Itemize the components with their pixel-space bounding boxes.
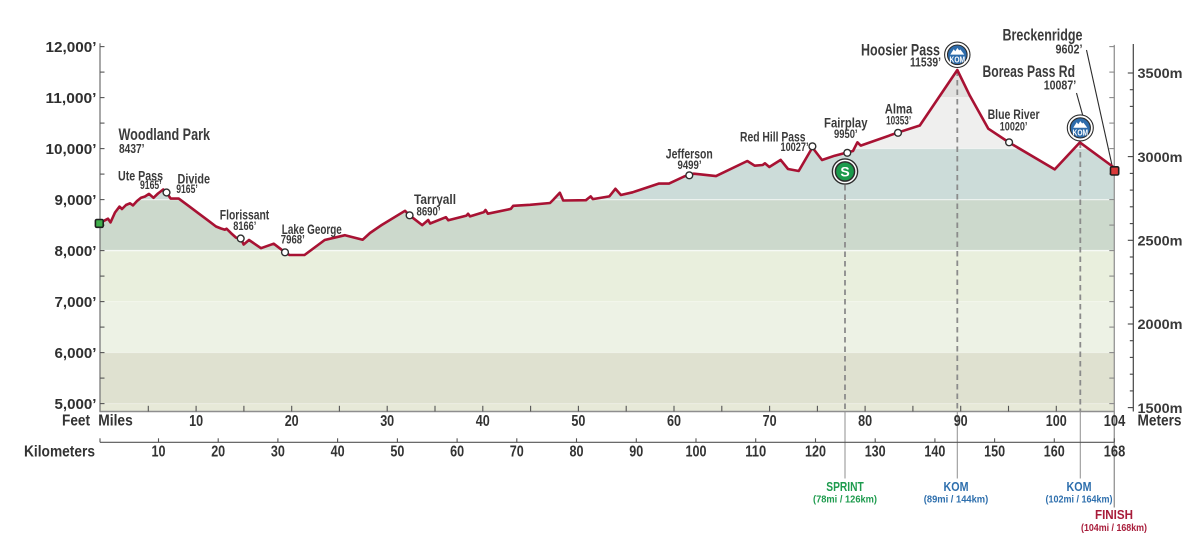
svg-text:168: 168: [1104, 444, 1126, 461]
svg-text:9165’: 9165’: [176, 184, 198, 196]
svg-text:90: 90: [954, 413, 968, 430]
svg-text:120: 120: [805, 444, 826, 461]
svg-text:7,000’: 7,000’: [55, 294, 97, 311]
svg-text:(102mi / 164km): (102mi / 164km): [1046, 495, 1113, 506]
svg-text:100: 100: [686, 444, 707, 461]
svg-text:Divide: Divide: [178, 172, 211, 187]
svg-text:70: 70: [510, 444, 524, 461]
svg-text:11,000’: 11,000’: [46, 90, 97, 107]
svg-text:9950’: 9950’: [834, 129, 858, 141]
svg-text:20: 20: [285, 413, 299, 430]
svg-text:80: 80: [858, 413, 872, 430]
svg-text:8690’: 8690’: [417, 207, 441, 219]
svg-text:9,000’: 9,000’: [55, 192, 97, 209]
svg-text:2000m: 2000m: [1138, 316, 1183, 332]
svg-text:7968’: 7968’: [281, 235, 305, 247]
svg-text:Meters: Meters: [1138, 413, 1182, 430]
svg-text:110: 110: [745, 444, 766, 461]
svg-text:Kilometers: Kilometers: [24, 444, 95, 461]
svg-text:10087’: 10087’: [1044, 78, 1077, 93]
svg-text:S: S: [840, 164, 849, 180]
svg-text:1500m: 1500m: [1138, 400, 1183, 416]
svg-text:9602’: 9602’: [1056, 42, 1083, 57]
svg-text:Feet: Feet: [62, 413, 90, 430]
svg-text:60: 60: [667, 413, 681, 430]
svg-text:(78mi / 126km): (78mi / 126km): [813, 495, 877, 506]
svg-text:160: 160: [1044, 444, 1065, 461]
svg-text:10027’: 10027’: [781, 142, 809, 154]
svg-text:Jefferson: Jefferson: [666, 146, 713, 161]
svg-text:140: 140: [924, 444, 945, 461]
svg-text:90: 90: [629, 444, 643, 461]
svg-text:100: 100: [1046, 413, 1067, 430]
svg-text:5,000’: 5,000’: [55, 396, 97, 413]
svg-text:Miles: Miles: [98, 413, 133, 430]
svg-text:KOM: KOM: [944, 480, 969, 494]
svg-text:50: 50: [571, 413, 585, 430]
svg-text:Fairplay: Fairplay: [824, 115, 868, 130]
svg-text:10353’: 10353’: [886, 116, 911, 128]
svg-text:9165’: 9165’: [140, 180, 162, 192]
svg-text:3000m: 3000m: [1138, 149, 1183, 165]
svg-text:10020’: 10020’: [1000, 121, 1028, 133]
svg-text:50: 50: [390, 444, 404, 461]
svg-text:Woodland Park: Woodland Park: [119, 126, 211, 144]
svg-text:Florissant: Florissant: [220, 208, 270, 223]
svg-text:(104mi / 168km): (104mi / 168km): [1081, 523, 1147, 534]
svg-text:Boreas Pass Rd: Boreas Pass Rd: [983, 63, 1076, 81]
svg-text:130: 130: [865, 444, 886, 461]
svg-text:Alma: Alma: [885, 102, 913, 117]
svg-text:8,000’: 8,000’: [55, 243, 97, 260]
svg-text:9499’: 9499’: [678, 160, 702, 172]
svg-text:8437’: 8437’: [119, 141, 145, 156]
svg-text:Hoosier Pass: Hoosier Pass: [861, 42, 940, 60]
svg-text:104: 104: [1104, 413, 1126, 430]
svg-text:40: 40: [331, 444, 345, 461]
svg-text:10: 10: [189, 413, 203, 430]
svg-text:KOM: KOM: [1073, 129, 1089, 138]
svg-text:30: 30: [271, 444, 285, 461]
svg-text:11539’: 11539’: [910, 55, 941, 70]
svg-text:KOM: KOM: [1067, 480, 1092, 494]
svg-text:Breckenridge: Breckenridge: [1003, 27, 1083, 45]
svg-text:Lake George: Lake George: [282, 222, 342, 237]
svg-text:2500m: 2500m: [1138, 233, 1183, 249]
svg-text:80: 80: [570, 444, 584, 461]
svg-text:Red Hill Pass: Red Hill Pass: [740, 129, 806, 144]
svg-text:8166’: 8166’: [233, 221, 256, 233]
svg-text:40: 40: [476, 413, 490, 430]
svg-text:SPRINT: SPRINT: [826, 480, 864, 494]
svg-text:20: 20: [211, 444, 225, 461]
svg-text:KOM: KOM: [950, 55, 966, 64]
svg-text:Ute Pass: Ute Pass: [118, 169, 163, 184]
svg-text:Tarryall: Tarryall: [414, 192, 456, 207]
svg-text:150: 150: [984, 444, 1005, 461]
svg-text:60: 60: [450, 444, 464, 461]
svg-text:10,000’: 10,000’: [46, 141, 97, 158]
svg-text:30: 30: [380, 413, 394, 430]
svg-text:(89mi / 144km): (89mi / 144km): [924, 495, 989, 506]
svg-text:6,000’: 6,000’: [55, 345, 97, 362]
svg-text:12,000’: 12,000’: [46, 39, 97, 56]
svg-text:FINISH: FINISH: [1095, 508, 1133, 522]
svg-text:3500m: 3500m: [1138, 65, 1183, 81]
svg-text:Blue River: Blue River: [988, 107, 1041, 122]
svg-text:10: 10: [152, 444, 166, 461]
svg-text:70: 70: [763, 413, 777, 430]
